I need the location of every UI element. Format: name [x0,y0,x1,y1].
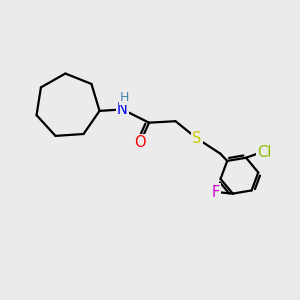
Text: N: N [117,102,128,117]
Text: O: O [134,135,146,150]
Text: S: S [192,131,201,146]
Text: H: H [120,91,130,103]
Text: Cl: Cl [257,145,272,160]
Text: F: F [212,184,220,200]
